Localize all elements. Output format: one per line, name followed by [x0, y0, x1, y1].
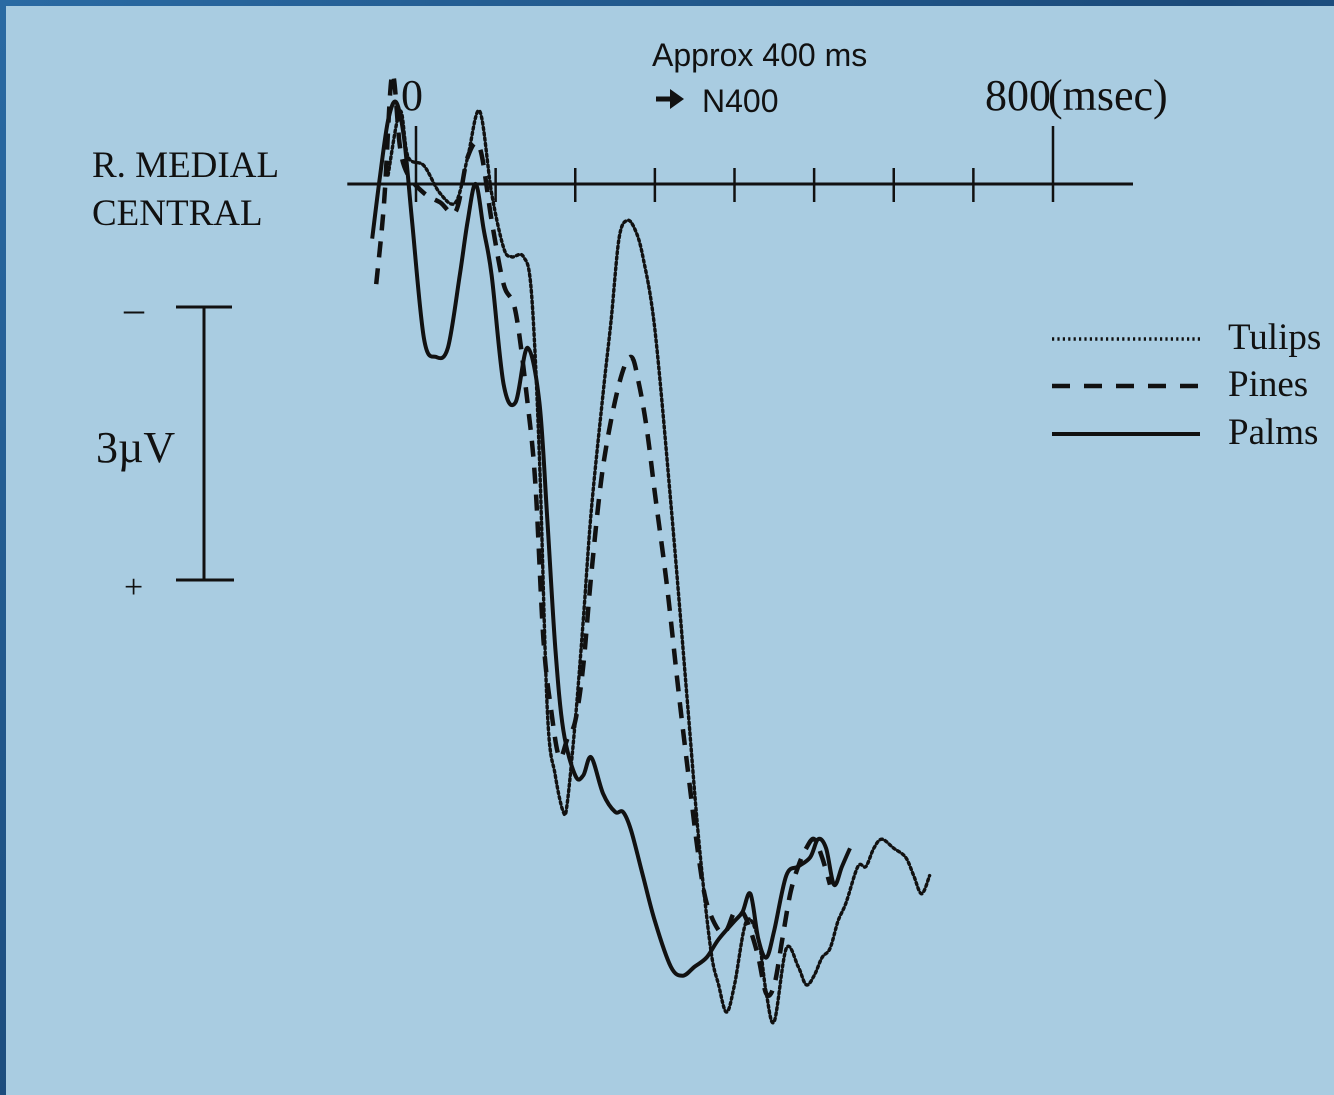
channel-label-line2: CENTRAL	[92, 193, 263, 234]
legend-label-pines: Pines	[1228, 364, 1308, 405]
series-palms	[370, 99, 852, 978]
annotation-approx-400ms: Approx 400 ms	[652, 37, 867, 73]
scale-bar-minus: –	[123, 286, 145, 331]
scale-bar-label: 3µV	[96, 423, 175, 472]
amplitude-scale-bar	[176, 305, 234, 582]
series-tulips	[386, 109, 932, 1025]
x-tick-label-0: 0	[401, 71, 423, 120]
series-pines	[373, 71, 833, 998]
x-tick-label-800: 800	[985, 71, 1051, 120]
time-axis-ticks	[414, 126, 1055, 202]
chart-panel	[6, 6, 1334, 1095]
arrow-right-icon	[656, 89, 684, 109]
legend: Tulips Pines Palms	[1052, 317, 1321, 453]
legend-label-tulips: Tulips	[1228, 317, 1321, 358]
time-axis-tick-labels: 0 800	[401, 71, 1051, 120]
scale-bar-plus: +	[124, 569, 143, 606]
channel-label-line1: R. MEDIAL	[92, 145, 279, 186]
x-unit-label: (msec)	[1048, 71, 1168, 120]
annotation-n400: N400	[702, 83, 779, 119]
waveform-series	[370, 71, 932, 1025]
legend-label-palms: Palms	[1228, 412, 1318, 453]
